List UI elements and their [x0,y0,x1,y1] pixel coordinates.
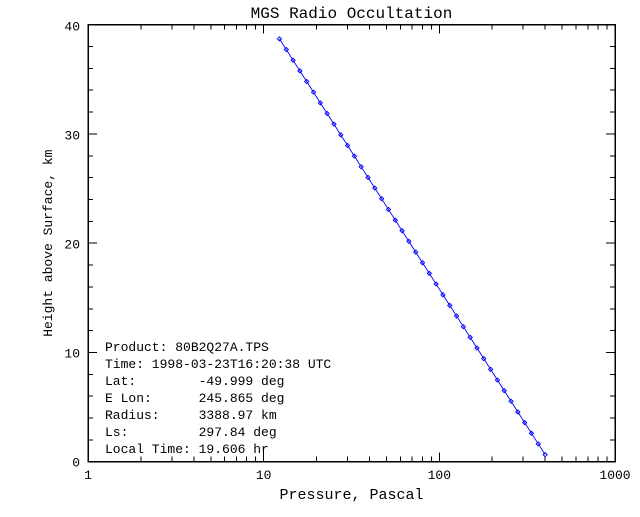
svg-text:30: 30 [64,128,80,143]
svg-text:40: 40 [64,19,80,34]
svg-text:Product: 80B2Q27A.TPS: Product: 80B2Q27A.TPS [105,340,269,355]
svg-text:1: 1 [84,468,92,483]
svg-text:Radius: 3388.97 km: Radius: 3388.97 km [105,408,277,423]
svg-text:Time: 1998-03-23T16:20:38 UTC: Time: 1998-03-23T16:20:38 UTC [105,357,331,372]
svg-text:10: 10 [64,346,80,361]
svg-text:Local Time: 19.606 hr: Local Time: 19.606 hr [105,442,269,457]
svg-text:E Lon: 245.865 deg: E Lon: 245.865 deg [105,391,284,406]
svg-text:Height above Surface, km: Height above Surface, km [41,149,56,336]
svg-text:Lat: -49.999 deg: Lat: -49.999 deg [105,374,284,389]
svg-text:Pressure, Pascal: Pressure, Pascal [279,487,423,504]
svg-text:Ls: 297.84 deg: Ls: 297.84 deg [105,425,277,440]
svg-text:100: 100 [428,468,451,483]
svg-text:10: 10 [256,468,272,483]
svg-text:MGS Radio Occultation: MGS Radio Occultation [251,5,453,23]
svg-text:1000: 1000 [599,468,630,483]
svg-text:0: 0 [72,456,80,471]
svg-text:20: 20 [64,237,80,252]
